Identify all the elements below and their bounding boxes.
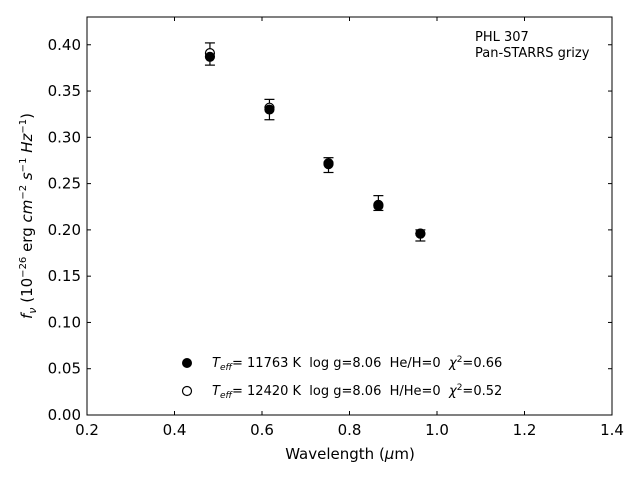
model-point-filled bbox=[264, 104, 275, 115]
x-axis-label: Wavelength (μm) bbox=[285, 445, 415, 463]
annotation-line-1: PHL 307 bbox=[475, 30, 529, 45]
legend-entry-1: Teff= 11763 K log g=8.06 He/H=0 χ2=0.66 bbox=[212, 355, 502, 373]
y-tick-label: 0.40 bbox=[48, 36, 81, 54]
x-tick-label: 0.6 bbox=[250, 421, 274, 439]
y-tick-label: 0.35 bbox=[48, 82, 81, 100]
y-tick-label: 0.20 bbox=[48, 221, 81, 239]
y-tick-label: 0.30 bbox=[48, 128, 81, 146]
x-tick-label: 0.8 bbox=[338, 421, 362, 439]
annotation: PHL 307 Pan-STARRS grizy bbox=[475, 30, 590, 61]
y-tick-label: 0.25 bbox=[48, 175, 81, 193]
y-tick-label: 0.15 bbox=[48, 267, 81, 285]
legend-marker-open bbox=[181, 385, 193, 397]
x-tick-label: 0.2 bbox=[75, 421, 99, 439]
y-tick-label: 0.00 bbox=[48, 406, 81, 424]
annotation-line-2: Pan-STARRS grizy bbox=[475, 46, 590, 61]
y-tick-label: 0.05 bbox=[48, 360, 81, 378]
y-axis-label: fν (10−26 erg cm−2 s−1 Hz−1) bbox=[18, 113, 39, 319]
model-point-filled bbox=[415, 228, 426, 239]
y-tick-label: 0.10 bbox=[48, 313, 81, 331]
legend-entry-2: Teff= 12420 K log g=8.06 H/He=0 χ2=0.52 bbox=[212, 383, 502, 401]
model-point-filled bbox=[373, 200, 384, 211]
legend: Teff= 11763 K log g=8.06 He/H=0 χ2=0.66 … bbox=[181, 355, 502, 401]
legend-marker-filled bbox=[182, 358, 192, 368]
x-tick-label: 1.4 bbox=[600, 421, 624, 439]
data-marks bbox=[204, 42, 426, 242]
axes: 0.2 0.4 0.6 0.8 1.0 1.2 1.4 0.00 0.05 0.10 0.15 0.2… bbox=[48, 16, 624, 439]
x-tick-label: 0.4 bbox=[163, 421, 187, 439]
model-point-filled bbox=[323, 159, 334, 170]
model-point-filled bbox=[204, 51, 216, 62]
x-tick-label: 1.0 bbox=[425, 421, 449, 439]
x-tick-label: 1.2 bbox=[513, 421, 537, 439]
